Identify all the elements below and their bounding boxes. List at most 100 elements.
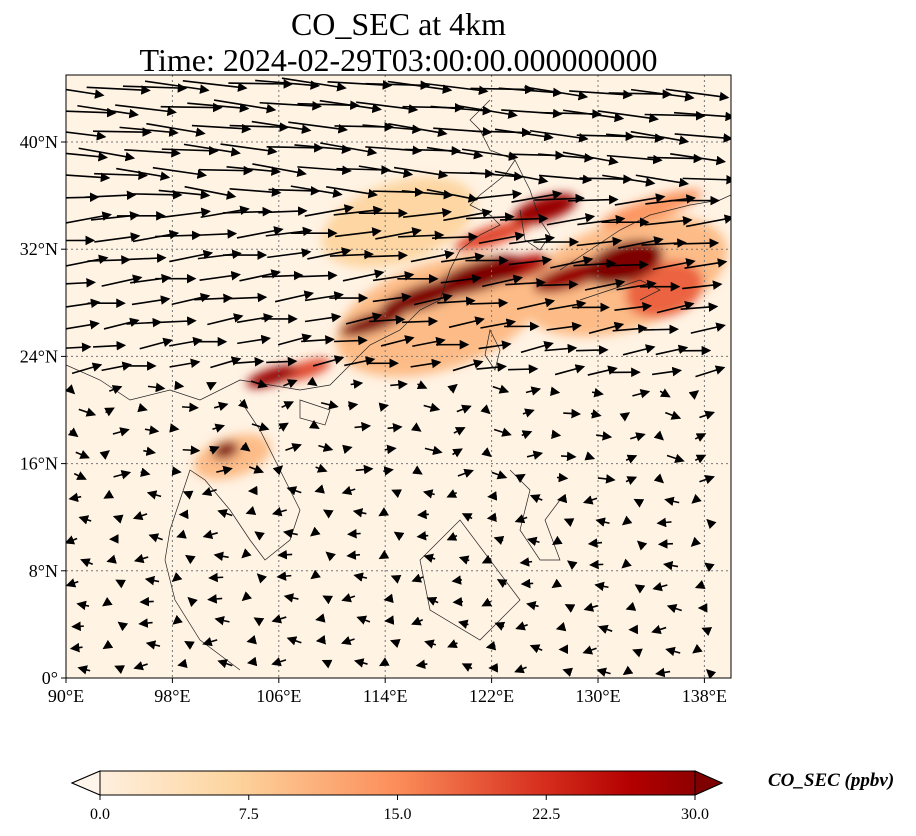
wind-arrow bbox=[546, 213, 596, 226]
wind-arrow bbox=[378, 657, 390, 667]
wind-arrow bbox=[143, 446, 157, 457]
wind-arrow bbox=[73, 471, 87, 480]
wind-arrow bbox=[253, 617, 265, 627]
wind-arrow bbox=[423, 553, 436, 563]
wind-arrow bbox=[567, 560, 578, 570]
wind-arrow bbox=[169, 358, 201, 368]
wind-arrow bbox=[587, 538, 603, 548]
wind-arrow bbox=[236, 226, 284, 239]
wind-arrow bbox=[94, 232, 141, 243]
wind-arrow bbox=[515, 473, 526, 483]
wind-arrow bbox=[534, 193, 586, 204]
wind-arrow bbox=[632, 389, 651, 399]
wind-arrow bbox=[375, 227, 422, 240]
wind-arrow bbox=[139, 596, 154, 607]
wind-arrow bbox=[77, 665, 91, 675]
wind-arrow bbox=[591, 387, 604, 398]
wind-arrow bbox=[393, 166, 449, 180]
wind-arrow bbox=[630, 432, 646, 442]
wind-arrow bbox=[310, 526, 321, 537]
wind-arrow bbox=[116, 167, 171, 181]
wind-arrow bbox=[140, 467, 151, 477]
wind-arrow bbox=[307, 247, 352, 260]
wind-arrow bbox=[183, 143, 241, 157]
wind-arrow bbox=[66, 211, 112, 224]
wind-arrow bbox=[258, 206, 308, 216]
wind-arrow bbox=[537, 279, 579, 290]
wind-arrow bbox=[78, 407, 97, 417]
wind-arrow bbox=[348, 401, 359, 411]
wind-arrow bbox=[691, 493, 702, 504]
wind-arrow bbox=[212, 423, 226, 433]
wind-arrow bbox=[486, 512, 497, 523]
wind-arrow bbox=[281, 77, 347, 92]
wind-arrow bbox=[520, 340, 554, 354]
wind-arrow bbox=[68, 492, 82, 503]
wind-arrow bbox=[625, 476, 638, 486]
wind-arrow bbox=[271, 506, 287, 517]
map-frame bbox=[65, 74, 732, 679]
wind-arrow bbox=[647, 153, 704, 164]
wind-arrow bbox=[67, 427, 79, 438]
wind-arrow bbox=[101, 274, 143, 287]
wind-arrow bbox=[664, 496, 680, 507]
wind-arrow bbox=[597, 110, 659, 123]
wind-arrow bbox=[496, 579, 508, 588]
wind-arrow bbox=[364, 250, 408, 261]
wind-arrow bbox=[132, 511, 148, 521]
wind-arrow bbox=[480, 318, 517, 329]
wind-arrow bbox=[144, 425, 160, 435]
wind-arrow bbox=[411, 616, 424, 626]
wind-arrow bbox=[657, 539, 673, 549]
wind-arrow bbox=[416, 531, 429, 541]
wind-arrow bbox=[194, 293, 233, 304]
wind-arrow bbox=[344, 356, 376, 367]
wind-arrow bbox=[411, 573, 424, 583]
wind-arrow bbox=[521, 430, 533, 440]
wind-arrow bbox=[66, 107, 117, 118]
wind-arrow bbox=[630, 130, 690, 145]
wind-arrow bbox=[480, 404, 491, 415]
wind-arrow bbox=[187, 596, 198, 607]
wind-arrow bbox=[554, 364, 586, 376]
wind-arrow bbox=[78, 147, 136, 162]
wind-arrow bbox=[556, 493, 568, 504]
wind-arrow bbox=[596, 667, 611, 677]
wind-arrow bbox=[146, 122, 206, 137]
wind-arrow bbox=[122, 83, 188, 93]
wind-arrow bbox=[147, 382, 166, 393]
plume-cell bbox=[340, 309, 404, 337]
wind-arrow bbox=[353, 658, 368, 668]
wind-arrow bbox=[160, 102, 223, 113]
wind-arrow bbox=[261, 270, 304, 281]
wind-arrow bbox=[158, 189, 211, 200]
wind-arrow bbox=[694, 433, 707, 442]
plume-cell bbox=[586, 239, 664, 286]
wind-arrow bbox=[417, 509, 429, 520]
wind-arrow bbox=[286, 636, 302, 646]
wind-arrow bbox=[237, 334, 271, 345]
wind-vectors bbox=[66, 77, 731, 678]
wind-arrow bbox=[124, 147, 181, 158]
wind-arrow bbox=[556, 472, 569, 483]
wind-arrow bbox=[641, 238, 687, 248]
wind-arrow bbox=[322, 595, 334, 605]
wind-arrow bbox=[213, 99, 277, 114]
wind-arrow bbox=[684, 258, 728, 269]
wind-arrow bbox=[217, 508, 233, 519]
wind-arrow bbox=[271, 614, 287, 624]
wind-arrow bbox=[538, 174, 593, 185]
wind-arrow bbox=[312, 355, 345, 367]
wind-arrow bbox=[573, 258, 617, 269]
y-tick-label: 32°N bbox=[20, 239, 58, 259]
wind-arrow bbox=[387, 80, 453, 94]
wind-arrow bbox=[544, 343, 578, 354]
wind-arrow bbox=[369, 315, 406, 325]
wind-arrow bbox=[508, 364, 539, 374]
wind-arrow bbox=[652, 581, 668, 592]
wind-arrow bbox=[239, 441, 251, 452]
wind-arrow bbox=[576, 345, 609, 355]
wind-arrow bbox=[341, 593, 356, 603]
wind-arrow bbox=[115, 579, 126, 589]
wind-arrow bbox=[131, 295, 171, 306]
